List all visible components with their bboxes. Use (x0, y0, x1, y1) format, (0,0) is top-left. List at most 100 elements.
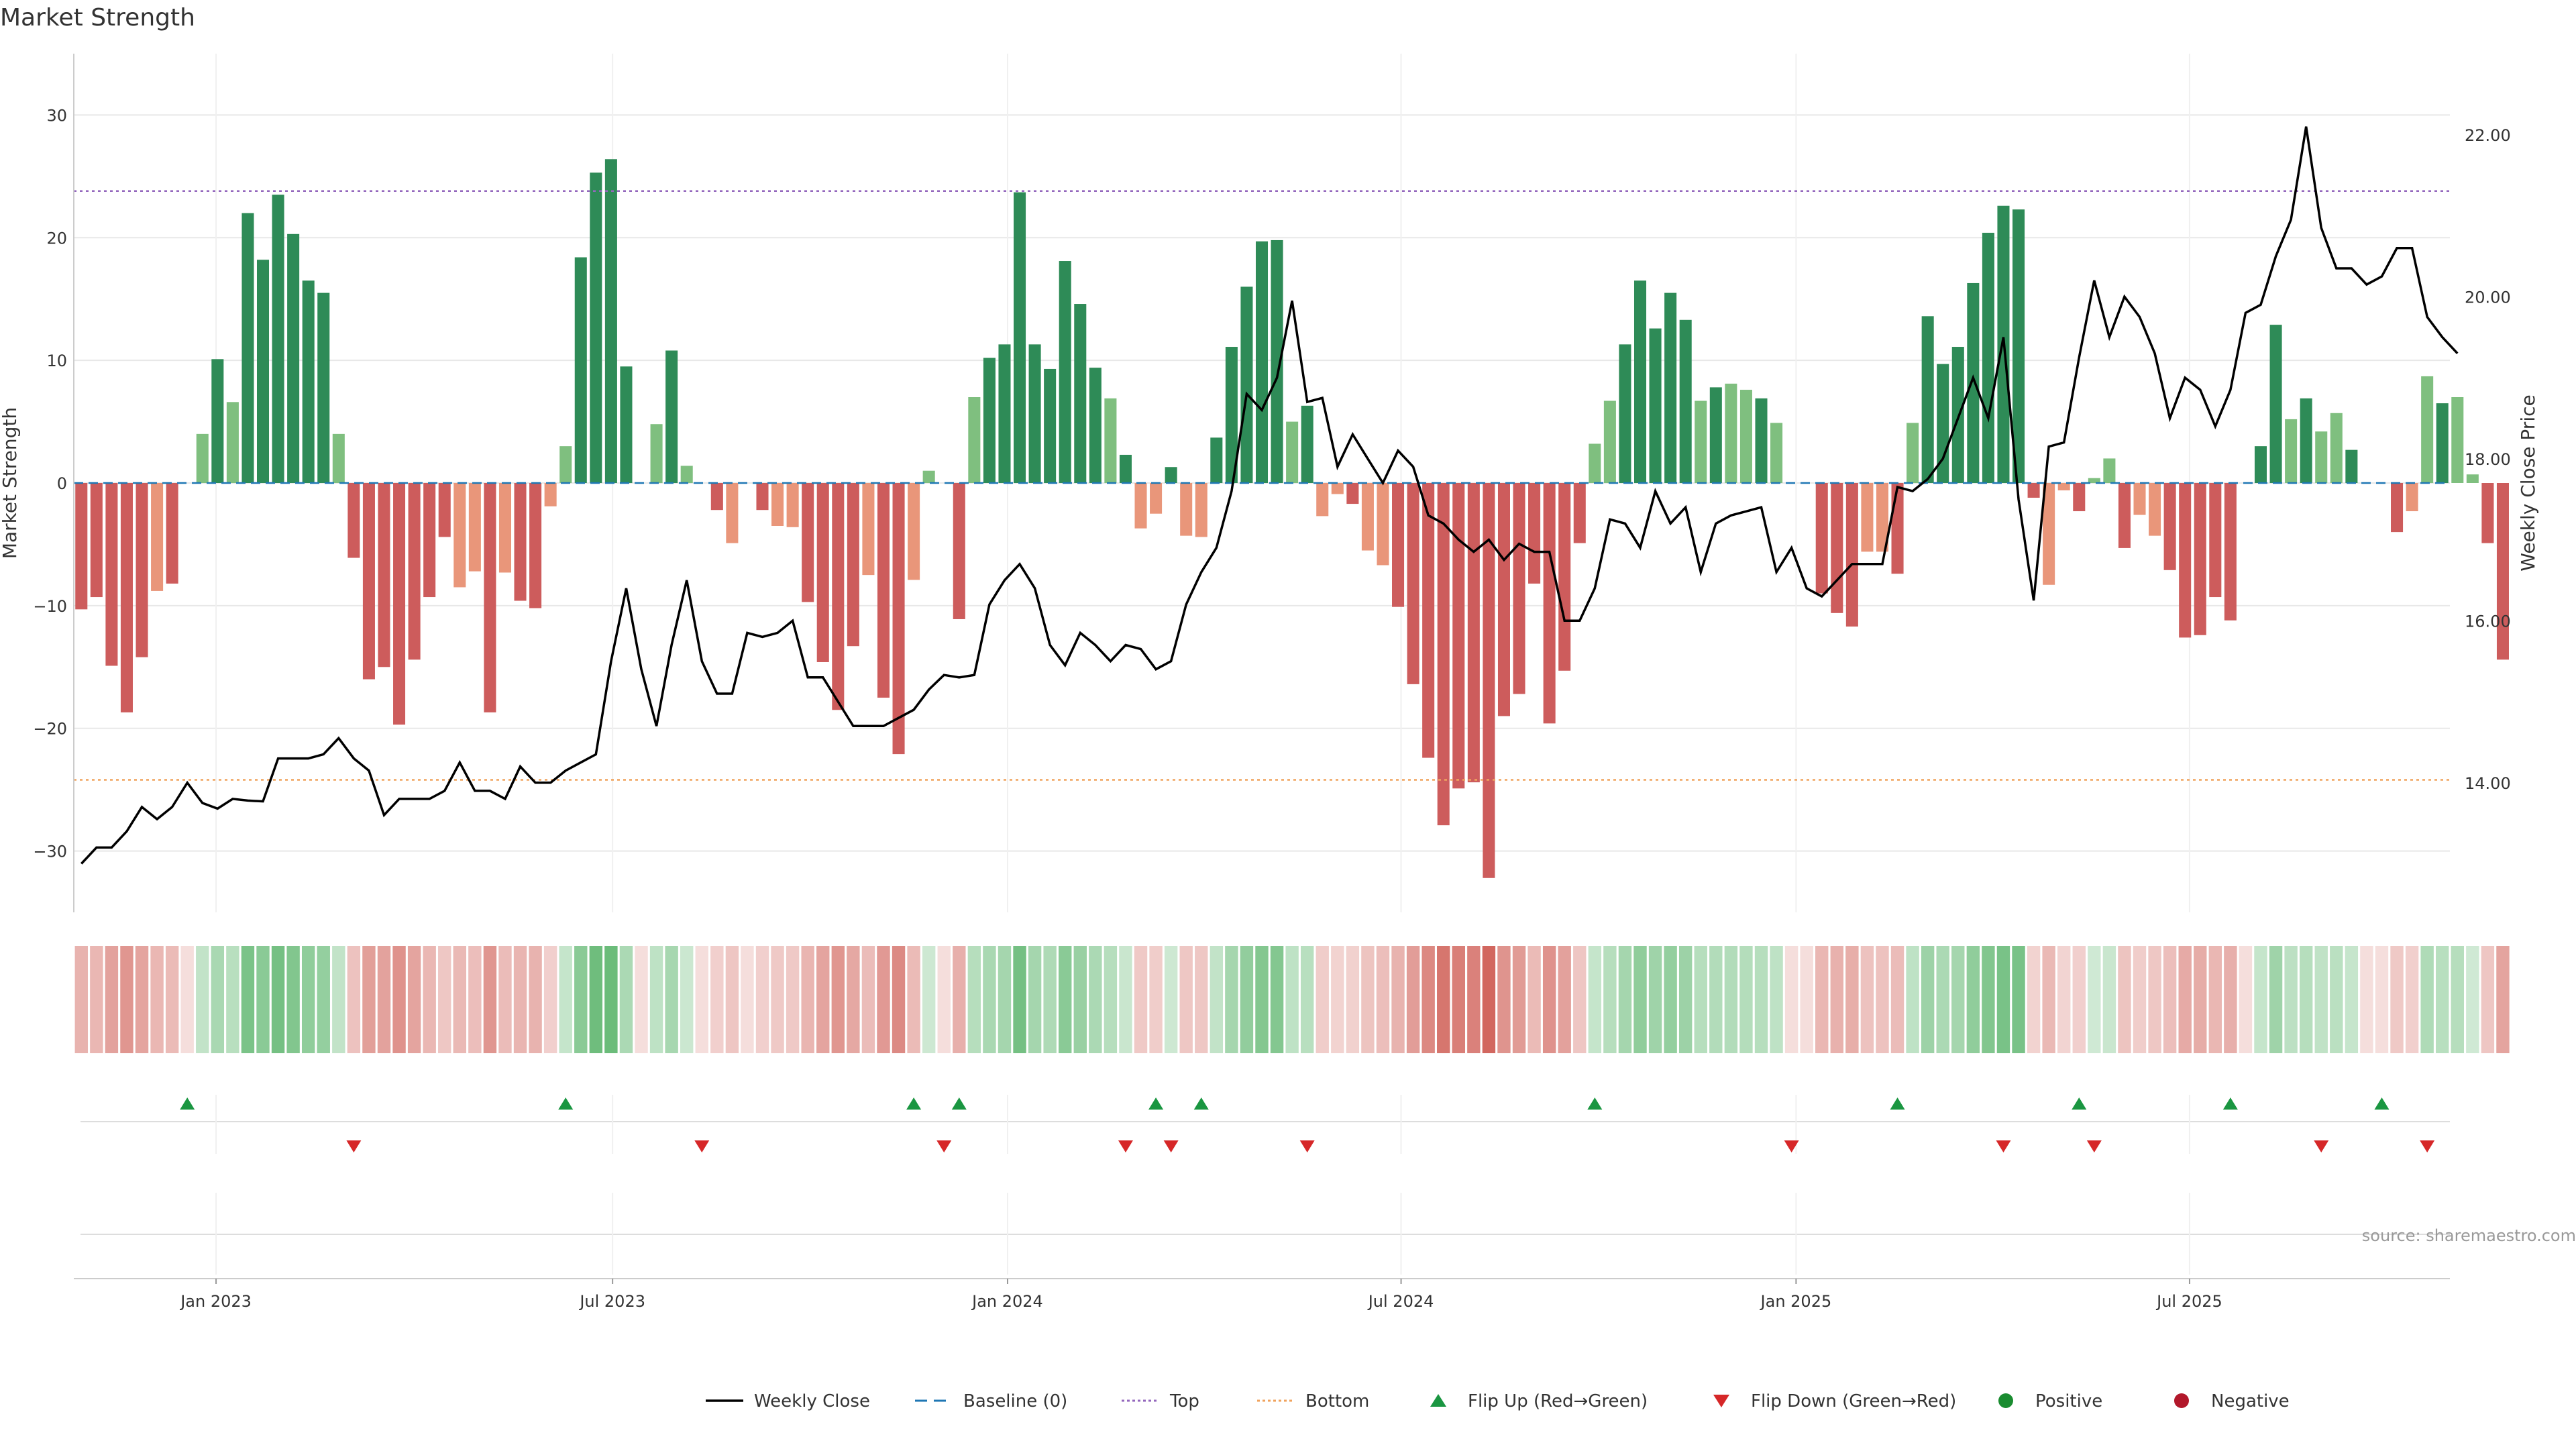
legend-item: Flip Down (Green→Red) (1713, 1391, 1956, 1411)
heatmap-cell (2194, 946, 2207, 1053)
heatmap-cell (1482, 946, 1496, 1053)
y-tick-label: −20 (33, 720, 67, 739)
heatmap-cell (1633, 946, 1647, 1053)
heatmap-cell (271, 946, 285, 1053)
strength-bar (756, 483, 769, 511)
flip-down-marker (1163, 1140, 1179, 1152)
heatmap-cell (1664, 946, 1677, 1053)
strength-bar (2300, 398, 2312, 483)
y-tick-label: −10 (33, 597, 67, 616)
heatmap-cell (2314, 946, 2328, 1053)
strength-bar (2345, 449, 2358, 483)
strength-bar (302, 280, 315, 483)
strength-bar (468, 483, 481, 572)
strength-bar (2133, 483, 2146, 515)
y2-tick-label: 16.00 (2465, 612, 2511, 631)
flip-up-marker (558, 1097, 574, 1110)
heatmap-cell (649, 946, 663, 1053)
flip-up-marker (1587, 1097, 1603, 1110)
heatmap-cell (1921, 946, 1935, 1053)
heatmap-cell (2436, 946, 2449, 1053)
heatmap-cell (1134, 946, 1148, 1053)
heatmap-cell (1558, 946, 1571, 1053)
strength-bar (1649, 328, 1662, 483)
strength-bar (1815, 483, 1828, 594)
heatmap-cell (2102, 946, 2116, 1053)
strength-bar (393, 483, 406, 725)
heatmap-cell (1331, 946, 1344, 1053)
strength-bar (1982, 232, 1994, 483)
strength-bar (998, 344, 1011, 483)
strength-bar (1150, 483, 1163, 514)
heatmap-cell (165, 946, 179, 1053)
legend-label: Flip Down (Green→Red) (1751, 1391, 1956, 1411)
legend-swatch (1713, 1395, 1729, 1407)
strength-bar (1528, 483, 1541, 584)
flip-down-marker (2086, 1140, 2102, 1152)
heatmap-cell (1149, 946, 1163, 1053)
heatmap-cell (1996, 946, 2010, 1053)
strength-bar (1664, 292, 1677, 483)
strength-bar (332, 433, 345, 483)
heatmap-cell (2012, 946, 2025, 1053)
heatmap-cell (937, 946, 951, 1053)
legend-item: Bottom (1257, 1391, 1369, 1411)
heatmap-cell (574, 946, 588, 1053)
strength-bar (771, 483, 784, 526)
flip-up-marker (1193, 1097, 1209, 1110)
x-tick-label: Jan 2025 (1760, 1292, 1832, 1311)
strength-bar (2496, 483, 2509, 660)
heatmap-cell (256, 946, 270, 1053)
y-axis-label: Market Strength (0, 407, 21, 559)
heatmap-cell (1164, 946, 1178, 1053)
heatmap-cell (1073, 946, 1087, 1053)
heatmap-cell (1195, 946, 1208, 1053)
heatmap-cell (741, 946, 754, 1053)
strength-bar (1770, 423, 1783, 483)
strength-bar (2330, 413, 2343, 483)
heatmap-cell (1361, 946, 1375, 1053)
flip-up-marker (1890, 1097, 1905, 1110)
heatmap-cell (2345, 946, 2359, 1053)
flip-down-marker (1996, 1140, 2011, 1152)
strength-bar (166, 483, 178, 584)
strength-bar (1876, 483, 1889, 552)
strength-bar (1709, 387, 1722, 483)
heatmap-cell (1043, 946, 1057, 1053)
strength-bar (726, 483, 739, 543)
strength-bar (1891, 483, 1904, 574)
heatmap-cell (559, 946, 572, 1053)
strength-bar (1255, 241, 1269, 483)
legend-label: Baseline (0) (963, 1391, 1067, 1411)
strength-bar (1286, 421, 1299, 483)
heatmap-cell (150, 946, 164, 1053)
strength-bar (1165, 467, 1177, 483)
heatmap-cell (1179, 946, 1193, 1053)
strength-bar (2088, 478, 2100, 483)
strength-bar (1014, 192, 1026, 483)
heatmap-cell (1603, 946, 1617, 1053)
x-tick-label: Jul 2025 (2155, 1292, 2222, 1311)
heatmap-cell (196, 946, 209, 1053)
flip-up-marker (951, 1097, 967, 1110)
heatmap-cell (392, 946, 406, 1053)
heatmap-cell (211, 946, 225, 1053)
legend-label: Bottom (1305, 1391, 1369, 1411)
legend-item: Negative (2174, 1391, 2290, 1411)
flip-up-marker (2072, 1097, 2087, 1110)
heatmap-cell (2405, 946, 2419, 1053)
strength-bar (862, 483, 875, 576)
y-tick-label: 30 (46, 106, 67, 125)
heatmap-cell (2239, 946, 2253, 1053)
heatmap-cell (301, 946, 315, 1053)
strength-bar (604, 159, 617, 483)
strength-bar (1271, 239, 1283, 483)
strength-bar (1739, 390, 1752, 483)
strength-bar (1225, 347, 1238, 483)
weekly-close-line (80, 126, 2459, 865)
strength-bar (2118, 483, 2131, 548)
strength-bar (877, 483, 890, 698)
legend-label: Negative (2211, 1391, 2290, 1411)
heatmap-cell (2299, 946, 2313, 1053)
strength-bar (786, 483, 799, 527)
